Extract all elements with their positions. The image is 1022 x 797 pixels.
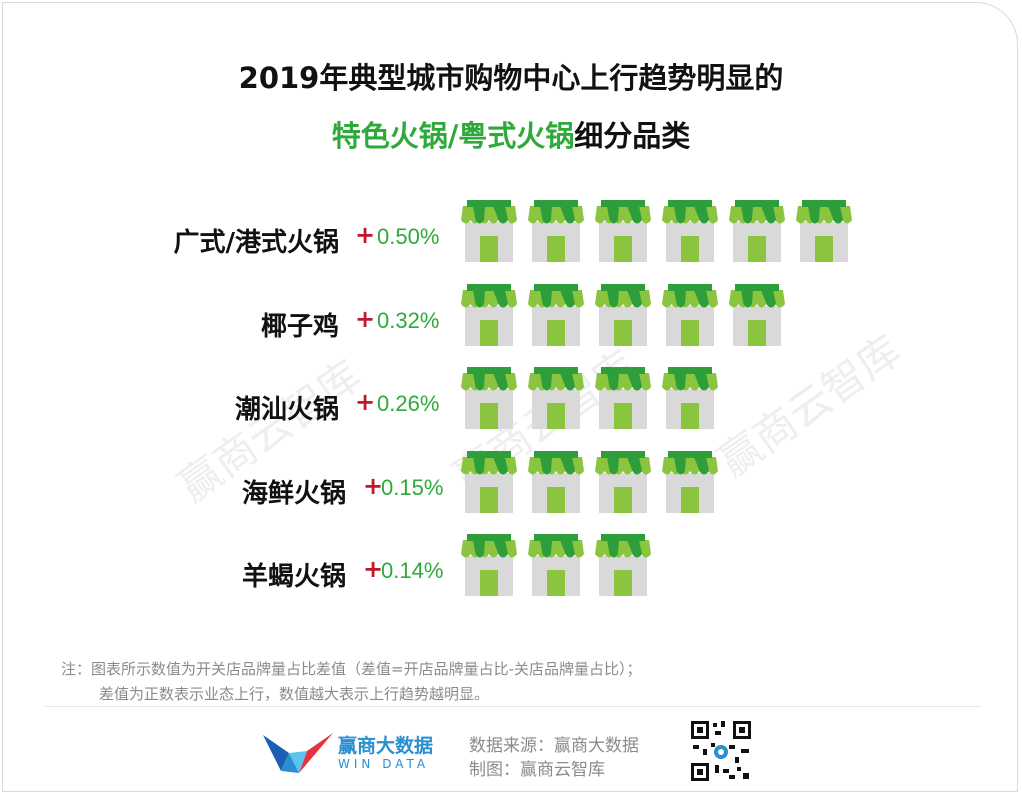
chart-maker: 制图：赢商云智库 xyxy=(469,760,605,780)
footnote: 注：图表所示数值为开关店品牌量占比差值（差值=开店品牌量占比-关店品牌量占比）；… xyxy=(61,657,642,707)
logo-text-en: WIN DATA xyxy=(338,757,430,771)
store-icon xyxy=(729,200,785,262)
footnote-line1: 注：图表所示数值为开关店品牌量占比差值（差值=开店品牌量占比-关店品牌量占比）； xyxy=(61,660,642,678)
divider xyxy=(45,706,981,707)
store-icon xyxy=(528,283,584,346)
plus-sign: + xyxy=(355,388,376,416)
plus-sign: + xyxy=(363,471,384,500)
store-icon xyxy=(595,200,651,262)
store-icon xyxy=(662,200,718,262)
category-label: 广式/港式火锅 xyxy=(173,228,340,258)
value-label: 0.32% xyxy=(377,307,440,333)
category-label: 羊蝎火锅 xyxy=(241,562,346,592)
chart-title-line2: 特色火锅/粤式火锅细分品类 xyxy=(3,113,1017,155)
category-label: 椰子鸡 xyxy=(260,311,339,342)
value-label: 0.26% xyxy=(377,391,440,416)
data-source: 数据来源：赢商大数据 xyxy=(469,736,639,756)
value-label: 0.14% xyxy=(381,558,444,583)
plus-sign: + xyxy=(363,555,384,583)
store-icon xyxy=(461,200,517,262)
category-label: 海鲜火锅 xyxy=(241,478,346,509)
store-icon xyxy=(528,534,584,596)
store-icon xyxy=(528,450,584,513)
plus-sign: + xyxy=(355,304,376,333)
qr-code-icon xyxy=(689,719,753,783)
value-label: 0.50% xyxy=(377,224,440,249)
store-icon xyxy=(662,450,718,513)
store-icon xyxy=(528,367,584,429)
category-label: 潮汕火锅 xyxy=(234,395,339,425)
store-icon xyxy=(662,367,718,429)
plus-sign: + xyxy=(355,221,376,249)
windata-logo-icon xyxy=(263,733,333,773)
title-rest: 细分品类 xyxy=(574,119,691,153)
value-label: 0.15% xyxy=(381,474,444,500)
footnote-line2: 差值为正数表示业态上行，数值越大表示上行趋势越明显。 xyxy=(99,685,490,703)
store-icon xyxy=(461,367,517,429)
store-icon xyxy=(461,534,517,596)
title-highlight: 特色火锅/粤式火锅 xyxy=(331,119,575,153)
store-icon xyxy=(528,200,584,262)
chart-title-line1: 2019年典型城市购物中心上行趋势明显的 xyxy=(238,61,784,95)
store-icon xyxy=(595,450,651,513)
store-icon xyxy=(595,283,651,346)
store-icon xyxy=(595,367,651,429)
store-icon xyxy=(662,283,718,346)
store-icon xyxy=(796,200,852,262)
logo-text-cn: 赢商大数据 xyxy=(338,735,434,757)
store-icon xyxy=(461,283,517,346)
store-icon xyxy=(595,534,651,596)
store-icon xyxy=(729,283,785,346)
store-icon xyxy=(461,450,517,513)
